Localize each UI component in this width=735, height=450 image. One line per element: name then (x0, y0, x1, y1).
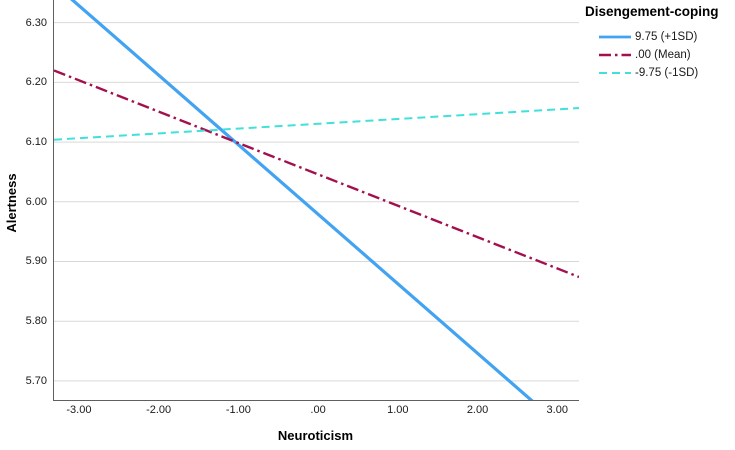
legend-item-label: .00 (Mean) (635, 49, 691, 61)
chart-canvas (54, 0, 579, 400)
y-tick-label: 6.30 (25, 16, 47, 29)
legend-item-plus1sd: 9.75 (+1SD) (598, 28, 735, 46)
y-axis-tick-labels: 6.30 6.20 6.10 6.00 5.90 5.80 5.70 (0, 0, 49, 400)
legend-item-mean: .00 (Mean) (598, 46, 735, 64)
legend-item-label: 9.75 (+1SD) (635, 31, 698, 43)
y-tick-label: 6.20 (25, 76, 47, 89)
plot-area (53, 0, 579, 401)
x-axis-tick-labels: -3.00 -2.00 -1.00 .00 1.00 2.00 3.00 (53, 403, 578, 419)
legend: Disengement-coping 9.75 (+1SD) .00 (Mean… (585, 4, 735, 82)
y-tick-label: 6.10 (25, 136, 47, 149)
legend-line-swatch-dash-dot (599, 53, 631, 57)
x-axis-title: Neuroticism (277, 428, 354, 443)
y-tick-label: 5.80 (25, 315, 47, 328)
series-line (54, 69, 579, 279)
legend-line-swatch-dash (599, 72, 631, 74)
series-line (70, 0, 534, 400)
x-tick-label: -3.00 (66, 404, 92, 416)
x-tick-label: 3.00 (546, 404, 568, 416)
series-line (54, 107, 579, 141)
x-tick-label: 1.00 (387, 404, 409, 416)
y-axis-title: Alertness (4, 173, 19, 233)
x-tick-label: -1.00 (225, 404, 251, 416)
x-tick-label: .00 (310, 404, 326, 416)
x-tick-label: -2.00 (146, 404, 172, 416)
legend-item-label: -9.75 (-1SD) (635, 67, 699, 79)
legend-item-minus1sd: -9.75 (-1SD) (598, 64, 735, 82)
x-tick-label: 2.00 (466, 404, 489, 416)
y-tick-label: 5.90 (25, 255, 47, 268)
legend-line-swatch-solid (599, 35, 631, 39)
y-tick-label: 5.70 (25, 374, 47, 387)
legend-title: Disengement-coping (585, 4, 719, 19)
y-tick-label: 6.00 (25, 195, 47, 208)
